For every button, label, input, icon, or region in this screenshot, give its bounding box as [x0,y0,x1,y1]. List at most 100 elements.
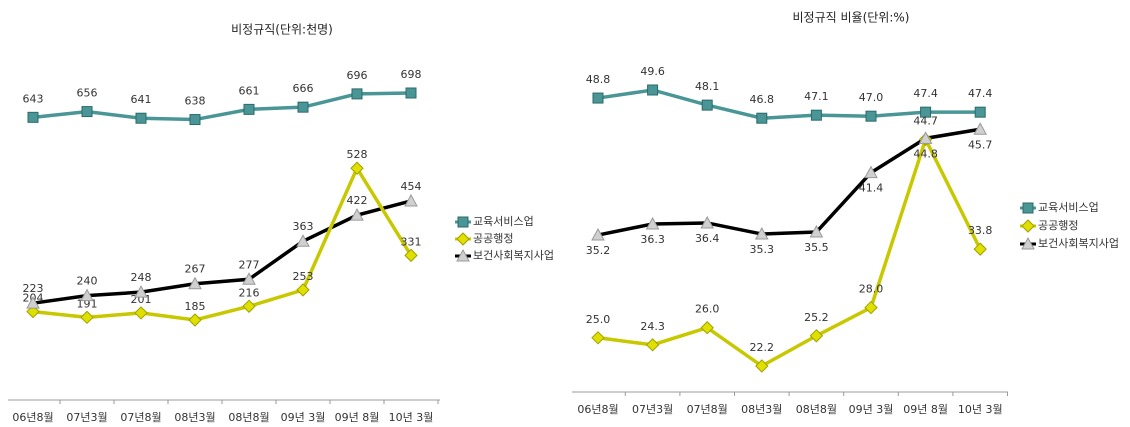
marker [242,299,256,313]
data-label: 26.0 [695,303,720,316]
data-label: 696 [347,69,368,82]
marker [351,88,363,100]
marker [920,106,932,118]
x-tick-label: 08년8월 [228,411,269,424]
x-tick-label: 09년 8월 [335,411,380,424]
marker [973,122,988,135]
legend-label: 교육서비스업 [473,215,534,228]
legend-marker [456,248,470,262]
marker [188,276,202,290]
data-label: 44.8 [913,147,938,160]
marker [134,306,148,320]
marker [296,283,310,297]
marker [404,193,418,207]
x-tick-label: 06년8월 [12,411,53,424]
x-tick-label: 09년 8월 [903,403,948,416]
marker [81,106,93,118]
legend-label: 공공행정 [473,232,513,245]
marker [700,215,715,229]
series-line [32,199,412,305]
data-label: 24.3 [640,320,665,333]
data-label: 36.3 [640,233,665,246]
data-label: 363 [293,220,314,233]
marker [809,224,824,238]
data-label: 46.8 [750,93,775,106]
x-tick-label: 08년3월 [741,403,782,416]
marker [27,111,39,123]
marker [754,226,769,240]
data-label: 48.1 [695,80,720,93]
data-label: 41.4 [859,182,884,195]
marker [756,112,768,124]
x-tick-label: 07년3월 [66,411,107,424]
marker [80,310,94,325]
series-line [32,91,412,122]
marker [188,313,202,327]
data-label: 656 [77,87,98,100]
marker [647,84,659,96]
legend-marker [1021,236,1035,250]
x-tick-label: 07년3월 [632,403,673,416]
legend-marker [1022,202,1034,214]
marker [701,99,713,111]
data-label: 248 [131,271,152,284]
marker [591,331,605,345]
x-tick-label: 09년 3월 [281,411,326,424]
data-label: 33.8 [968,224,993,237]
legend-label: 교육서비스업 [1038,201,1099,214]
data-label: 422 [347,194,368,207]
data-label: 267 [185,263,206,276]
data-label: 666 [293,82,314,95]
data-label: 641 [131,93,152,106]
marker [865,110,877,122]
marker [189,114,201,126]
data-label: 49.6 [640,65,665,78]
series-line [597,127,981,237]
data-label: 35.5 [804,241,829,254]
data-label: 28.0 [859,283,884,296]
marker [810,109,822,121]
legend-label: 보건사회복지사업 [1038,237,1119,250]
data-label: 47.0 [859,91,884,104]
data-label: 25.2 [804,311,829,324]
marker [645,338,660,352]
x-tick-label: 10년 3월 [389,411,434,424]
x-tick-label: 08년3월 [174,411,215,424]
data-label: 47.4 [968,87,993,100]
data-label: 22.2 [750,341,775,354]
x-tick-label: 07년8월 [120,411,161,424]
data-label: 643 [23,92,44,105]
marker [134,285,148,298]
marker [809,329,824,343]
marker [645,216,660,230]
data-label: 331 [401,235,422,248]
legend-label: 보건사회복지사업 [473,249,554,262]
data-label: 240 [77,275,98,288]
data-label: 253 [293,270,314,283]
data-label: 216 [239,286,260,299]
data-label: 47.4 [913,87,938,100]
series-line [597,88,981,120]
data-label: 638 [185,95,206,108]
data-label: 48.8 [586,73,611,86]
marker [135,112,147,124]
marker [243,103,255,115]
marker [405,87,417,99]
x-tick-label: 06년8월 [577,403,618,416]
data-label: 698 [401,68,422,81]
legend-label: 공공행정 [1038,219,1078,232]
marker [918,131,933,144]
marker [350,161,364,175]
data-label: 223 [23,282,44,295]
marker [80,288,94,302]
chart-title: 비정규직 비율(단위:%) [793,11,910,25]
x-tick-label: 07년8월 [687,403,728,416]
marker [864,300,878,315]
data-label: 185 [185,300,206,313]
data-label: 277 [239,258,260,271]
data-label: 454 [401,180,422,193]
x-tick-label: 10년 3월 [958,403,1003,416]
data-label: 35.2 [586,244,611,257]
marker [973,242,987,256]
